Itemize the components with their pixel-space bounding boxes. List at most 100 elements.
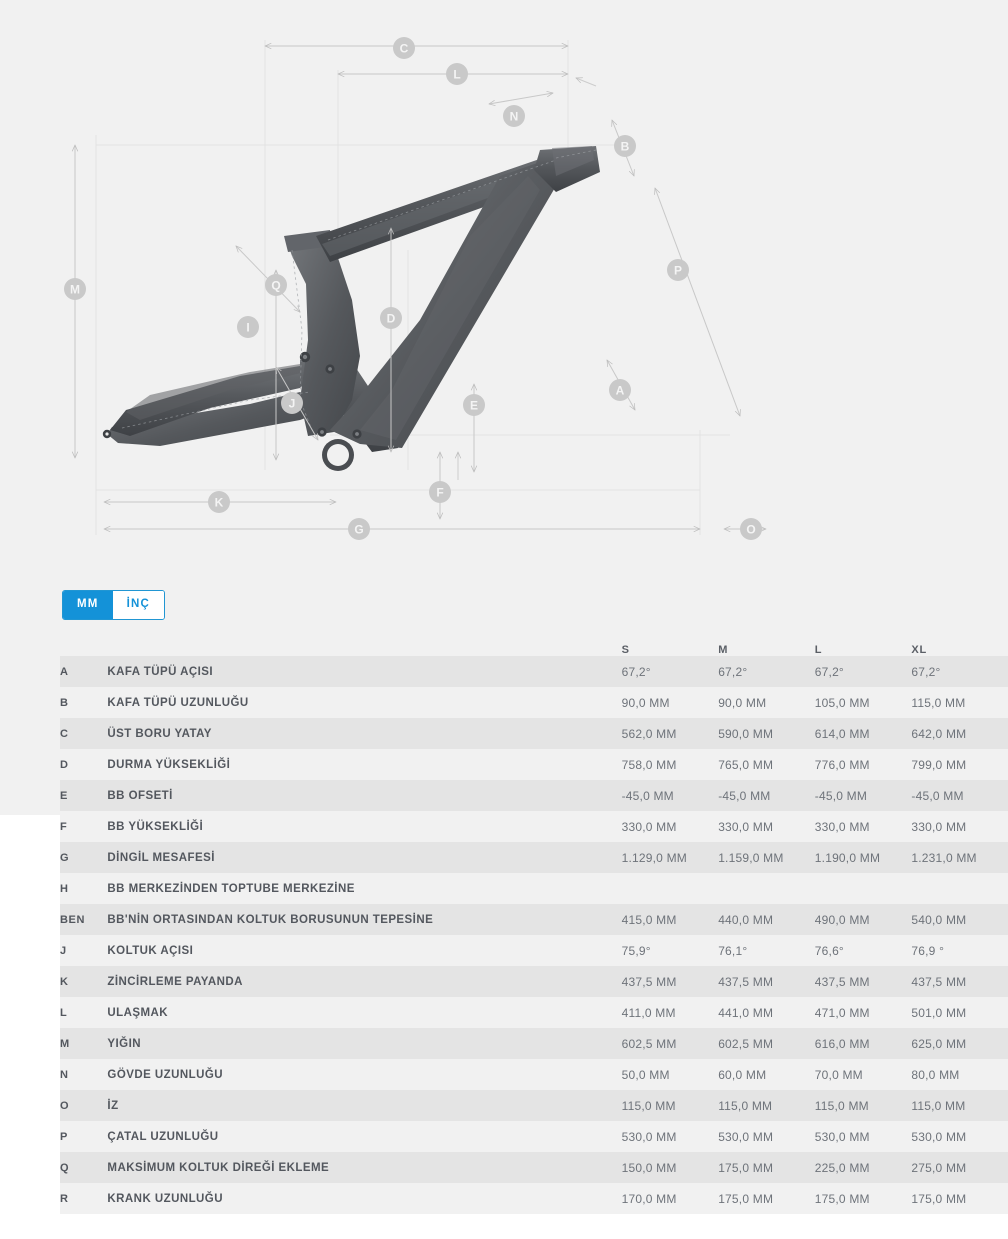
row-value-s: 758,0 MM [621, 757, 677, 772]
row-label: BB MERKEZİNDEN TOPTUBE MERKEZİNE [107, 882, 355, 895]
row-key: K [60, 975, 69, 988]
row-value-l: 776,0 MM [814, 757, 870, 772]
row-value-l: 225,0 MM [814, 1160, 870, 1175]
construction-lines [95, 40, 730, 535]
unit-toggle-inch[interactable]: İNÇ [112, 591, 164, 619]
row-label: BB OFSETİ [107, 789, 173, 802]
row-label: GÖVDE UZUNLUĞU [107, 1068, 223, 1081]
row-value-s: 562,0 MM [621, 726, 677, 741]
row-value-l: 530,0 MM [814, 1129, 870, 1144]
row-value-xl: 437,5 MM [911, 974, 967, 989]
row-value-xl: 67,2° [911, 664, 941, 679]
unit-toggle[interactable]: MM İNÇ [62, 590, 165, 620]
row-value-xl: 1.231,0 MM [911, 850, 977, 865]
row-value-m: 530,0 MM [718, 1129, 774, 1144]
row-key: G [60, 851, 70, 864]
row-label: KAFA TÜPÜ UZUNLUĞU [107, 696, 249, 709]
dimension-lines [75, 46, 766, 529]
row-value-s: 415,0 MM [621, 912, 677, 927]
svg-text:O: O [746, 523, 755, 537]
geometry-diagram-panel: C L N B M Q I D P J E A F K G O MM İNÇ [0, 0, 1008, 815]
svg-text:J: J [289, 397, 296, 411]
svg-text:E: E [470, 399, 478, 413]
row-value-xl [911, 873, 1008, 904]
row-key: E [60, 789, 68, 802]
row-value-m: 90,0 MM [718, 695, 767, 710]
row-value-m: 330,0 MM [718, 819, 774, 834]
table-row: A KAFA TÜPÜ AÇISI 67,2° 67,2° 67,2° 67,2° [60, 656, 1008, 687]
table-row: E BB OFSETİ -45,0 MM -45,0 MM -45,0 MM -45,0 … [60, 780, 1008, 811]
table-row: B KAFA TÜPÜ UZUNLUĞU 90,0 MM 90,0 MM 105,0 M… [60, 687, 1008, 718]
row-label: DİNGİL MESAFESİ [107, 851, 215, 864]
dimension-marker-n: N [503, 105, 525, 127]
row-value-l: 471,0 MM [814, 1005, 870, 1020]
dimension-marker-m: M [64, 278, 86, 300]
dimension-marker-i: I [237, 316, 259, 338]
row-value-s: 170,0 MM [621, 1191, 677, 1206]
row-value-s: 330,0 MM [621, 819, 677, 834]
dimension-markers: C L N B M Q I D P J E A F K G O [64, 37, 762, 540]
row-value-s: 50,0 MM [621, 1067, 670, 1082]
row-label: ULAŞMAK [107, 1006, 169, 1019]
svg-text:B: B [621, 140, 630, 154]
table-head: S M L XL [60, 628, 1008, 656]
row-value-m: 67,2° [718, 664, 748, 679]
dimension-marker-e: E [463, 394, 485, 416]
row-key: H [60, 882, 69, 895]
row-value-xl: 115,0 MM [911, 1098, 966, 1113]
table-row: J KOLTUK AÇISI 75,9° 76,1° 76,6° 76,9 ° [60, 935, 1008, 966]
dimension-marker-q: Q [265, 274, 287, 296]
row-key: N [60, 1068, 69, 1081]
svg-text:F: F [436, 486, 443, 500]
table-row: G DİNGİL MESAFESİ 1.129,0 MM 1.159,0 MM 1.19… [60, 842, 1008, 873]
row-value-m: -45,0 MM [718, 788, 771, 803]
row-value-s: 75,9° [621, 943, 651, 958]
row-key: P [60, 1130, 68, 1143]
row-value-m: 76,1° [718, 943, 748, 958]
row-value-m: 440,0 MM [718, 912, 774, 927]
row-value-s: -45,0 MM [621, 788, 674, 803]
row-label: KRANK UZUNLUĞU [107, 1192, 223, 1205]
table-body: A KAFA TÜPÜ AÇISI 67,2° 67,2° 67,2° 67,2° B KAF… [60, 656, 1008, 1214]
row-key: D [60, 758, 69, 771]
table-row: K ZİNCİRLEME PAYANDA 437,5 MM 437,5 MM 437,5… [60, 966, 1008, 997]
dimension-marker-p: P [667, 259, 689, 281]
dimension-marker-c: C [393, 37, 415, 59]
row-value-s: 411,0 MM [621, 1005, 676, 1020]
row-value-l: 67,2° [814, 664, 844, 679]
row-value-l: 115,0 MM [814, 1098, 869, 1113]
row-value-m: 602,5 MM [718, 1036, 774, 1051]
row-value-m: 765,0 MM [718, 757, 774, 772]
header-size-xl: XL [911, 644, 928, 656]
row-label: KOLTUK AÇISI [107, 944, 194, 957]
unit-toggle-mm[interactable]: MM [63, 591, 113, 619]
table-row: O İZ 115,0 MM 115,0 MM 115,0 MM 115,0 MM [60, 1090, 1008, 1121]
row-value-s: 1.129,0 MM [621, 850, 687, 865]
row-key: A [60, 665, 69, 678]
table-row: Q MAKSİMUM KOLTUK DİREĞİ EKLEME 150,0 MM 17… [60, 1152, 1008, 1183]
row-value-l: 1.190,0 MM [814, 850, 881, 865]
row-key: L [60, 1006, 68, 1019]
header-size-s: S [621, 644, 630, 656]
row-value-xl: 80,0 MM [911, 1067, 960, 1082]
row-value-xl: 799,0 MM [911, 757, 967, 772]
svg-text:K: K [215, 496, 224, 510]
row-value-xl: 275,0 MM [911, 1160, 967, 1175]
dimension-marker-g: G [348, 518, 370, 540]
row-value-l [815, 873, 912, 904]
frame-artwork [102, 146, 600, 471]
dimension-marker-f: F [429, 481, 451, 503]
row-value-l: 490,0 MM [814, 912, 870, 927]
table-row: BEN BB'NİN ORTASINDAN KOLTUK BORUSUNUN TE… [60, 904, 1008, 935]
row-key: J [60, 944, 67, 957]
row-value-l: 105,0 MM [814, 695, 870, 710]
row-value-m: 1.159,0 MM [718, 850, 784, 865]
svg-text:D: D [387, 312, 396, 326]
geometry-table: S M L XL A KAFA TÜPÜ AÇISI 67,2° 67,2° 67,2°… [60, 628, 1008, 1214]
svg-text:P: P [674, 264, 682, 278]
row-key: R [60, 1192, 69, 1205]
row-label: ÇATAL UZUNLUĞU [107, 1130, 219, 1143]
row-value-m: 437,5 MM [718, 974, 774, 989]
svg-text:G: G [354, 523, 363, 537]
table-row: C ÜST BORU YATAY 562,0 MM 590,0 MM 614,0 MM 6… [60, 718, 1008, 749]
